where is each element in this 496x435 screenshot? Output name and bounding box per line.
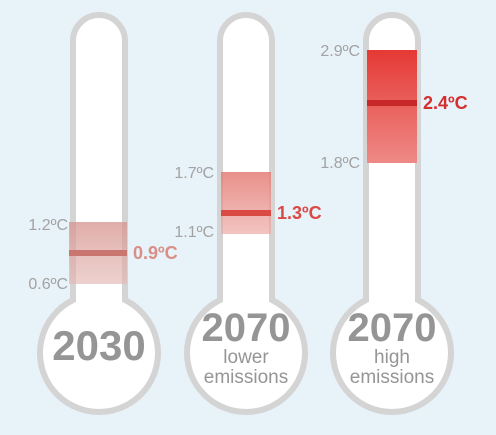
year-label-2070-high: 2070 xyxy=(347,306,437,350)
range-high-label-2030: 1.2ºC xyxy=(28,217,68,234)
central-value-label-2070-lower: 1.3ºC xyxy=(277,203,322,223)
subtitle-line1-2070-lower: lower xyxy=(223,347,269,368)
range-low-label-2070-lower: 1.1ºC xyxy=(174,224,214,241)
year-label-2030: 2030 xyxy=(52,322,146,369)
thermometer-2030 xyxy=(37,12,161,415)
range-high-label-2070-lower: 1.7ºC xyxy=(174,165,214,182)
thermometer-2070-high xyxy=(330,12,454,415)
subtitle-line2-2070-high: emissions xyxy=(349,367,435,388)
range-low-label-2070-high: 1.8ºC xyxy=(320,155,360,172)
range-low-label-2030: 0.6ºC xyxy=(28,276,68,293)
subtitle-line1-2070-high: high xyxy=(374,347,410,368)
central-marker-2030 xyxy=(69,250,127,256)
range-band-2070-lower xyxy=(221,172,271,234)
subtitle-line2-2070-lower: emissions xyxy=(203,367,289,388)
central-marker-2070-lower xyxy=(221,210,271,216)
year-label-2070-lower: 2070 xyxy=(201,306,291,350)
thermometer-2070-lower xyxy=(184,12,308,415)
central-value-label-2070-high: 2.4ºC xyxy=(423,93,468,113)
range-band-2070-high xyxy=(367,50,417,163)
central-value-label-2030: 0.9ºC xyxy=(133,243,178,263)
central-marker-2070-high xyxy=(367,100,417,106)
range-high-label-2070-high: 2.9ºC xyxy=(320,43,360,60)
